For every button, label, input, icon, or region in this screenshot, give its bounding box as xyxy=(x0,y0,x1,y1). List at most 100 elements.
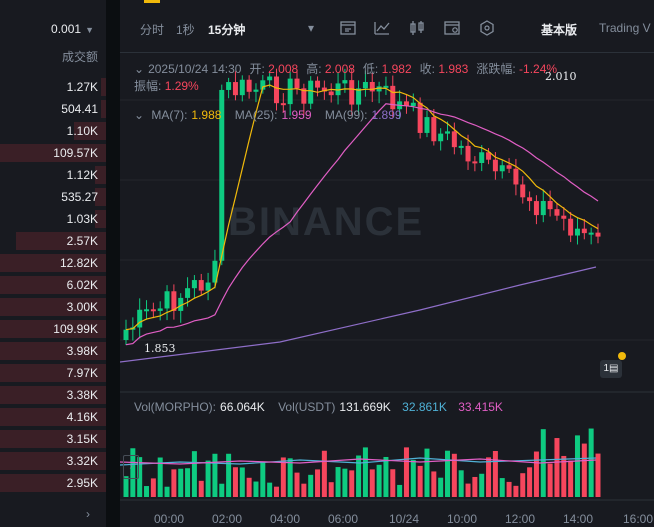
candle-body xyxy=(472,161,478,164)
candle-body xyxy=(328,91,334,96)
volume-bar xyxy=(273,486,279,497)
amount-column-header: 成交额 xyxy=(61,50,98,64)
candle-body xyxy=(239,79,245,96)
amount-value: 2.95K xyxy=(66,476,98,490)
vol-ma2-value: 33.415K xyxy=(458,400,503,414)
tab-15m[interactable]: 15分钟 xyxy=(208,23,246,37)
volume-bar xyxy=(547,463,553,497)
ohlc-info: ⌄ 2025/10/24 14:30 开: 2.008 高: 2.008 低: 1.98… xyxy=(134,61,557,95)
chevron-right-icon[interactable]: › xyxy=(86,507,90,521)
volume-bar xyxy=(506,481,512,497)
x-tick: 14:00 xyxy=(563,512,594,526)
candle-body xyxy=(581,228,587,234)
vol-usdt-value: 131.669K xyxy=(339,400,391,414)
volume-bar xyxy=(171,469,177,497)
candle-body xyxy=(362,81,368,89)
tab-tradingview[interactable]: Trading V xyxy=(599,21,651,35)
line-chart-icon[interactable] xyxy=(373,19,391,37)
panel-divider xyxy=(106,0,120,527)
orderbook-row: 109.57K xyxy=(0,143,106,163)
volume-bar xyxy=(260,462,266,497)
close-value: 1.983 xyxy=(438,62,469,76)
vol-value: 66.064K xyxy=(220,400,265,414)
volume-bar xyxy=(362,447,368,497)
more-icon[interactable] xyxy=(478,19,496,37)
chevron-down-icon[interactable]: ⌄ xyxy=(134,62,145,76)
amount-value: 3.32K xyxy=(66,454,98,468)
volume-bar xyxy=(520,473,526,497)
candle-body xyxy=(410,102,416,107)
indicator-icon[interactable] xyxy=(339,19,357,37)
open-value: 2.008 xyxy=(268,62,299,76)
candle-body xyxy=(383,85,389,88)
amount-value: 2.57K xyxy=(66,234,98,248)
candle-body xyxy=(403,101,409,107)
candle-body xyxy=(445,131,451,134)
volume-bar xyxy=(383,456,389,497)
interval-dropdown-chevron[interactable]: ▾ xyxy=(308,21,315,35)
volume-bar xyxy=(554,438,560,497)
binance-watermark: BINANCE xyxy=(228,200,425,244)
candle-body xyxy=(438,133,444,142)
candle-body xyxy=(520,184,526,198)
tab-1s[interactable]: 1秒 xyxy=(176,23,195,37)
x-tick: 00:00 xyxy=(154,512,185,526)
amount-value: 3.15K xyxy=(66,432,98,446)
depth-bar xyxy=(0,276,106,294)
volume-bar xyxy=(451,453,457,497)
close-label: 收: xyxy=(419,62,435,76)
volume-bar xyxy=(486,457,492,497)
amount-value: 3.98K xyxy=(66,344,98,358)
volume-bar xyxy=(198,480,204,497)
candle-body xyxy=(486,152,492,160)
volume-bar xyxy=(438,477,444,497)
depth-bar xyxy=(74,122,106,140)
volume-bar xyxy=(513,485,519,497)
candle-body xyxy=(540,200,546,216)
volume-bar xyxy=(492,450,498,497)
candle-body xyxy=(294,78,300,89)
orderbook-row: 12.82K xyxy=(0,253,106,273)
orderbook-row: 3.32K xyxy=(0,451,106,471)
volume-bar xyxy=(479,473,485,497)
orders-badge[interactable]: 1▤ xyxy=(600,360,622,378)
tab-time-sharing[interactable]: 分时 xyxy=(140,23,165,37)
candle-body xyxy=(246,79,252,92)
low-label: 低: xyxy=(362,62,379,76)
chevron-down-icon[interactable]: ⌄ xyxy=(134,108,145,122)
chevron-right-icon[interactable]: › xyxy=(123,455,139,479)
candle-body xyxy=(171,291,177,311)
candle-body xyxy=(417,102,423,133)
depth-bar xyxy=(0,430,106,448)
volume-bar xyxy=(226,453,232,497)
volume-bar xyxy=(390,469,396,497)
settings-icon[interactable] xyxy=(443,19,461,37)
orderbook-row: 3.38K xyxy=(0,385,106,405)
high-label: 高: xyxy=(306,62,322,76)
volume-bar xyxy=(144,486,150,497)
ma7-value: 1.988 xyxy=(191,108,222,122)
candle-body xyxy=(513,168,519,185)
candle-body xyxy=(390,85,396,110)
chart-toolbar: 分时 1秒 15分钟 ▾ 基本版 Trading V xyxy=(120,0,654,53)
volume-bar xyxy=(499,478,505,497)
amount-value: 3.38K xyxy=(66,388,98,402)
volume-bar xyxy=(308,474,314,497)
candle-body xyxy=(219,89,225,261)
candle-body xyxy=(499,165,505,172)
candle-body xyxy=(369,81,375,92)
ma-line xyxy=(125,84,599,331)
precision-select[interactable]: 0.001 ▼ xyxy=(51,22,94,36)
candle-type-icon[interactable] xyxy=(408,19,426,37)
candle-body xyxy=(280,103,286,106)
volume-bar xyxy=(301,483,307,497)
volume-bar xyxy=(417,465,423,497)
candle-body xyxy=(568,218,574,236)
candle-body xyxy=(547,200,553,210)
tab-basic-mode[interactable]: 基本版 xyxy=(541,23,578,37)
orderbook-row: 3.98K xyxy=(0,341,106,361)
ma-line xyxy=(120,266,597,363)
candle-body xyxy=(137,309,143,328)
volume-bar xyxy=(581,443,587,497)
depth-bar xyxy=(0,408,106,426)
